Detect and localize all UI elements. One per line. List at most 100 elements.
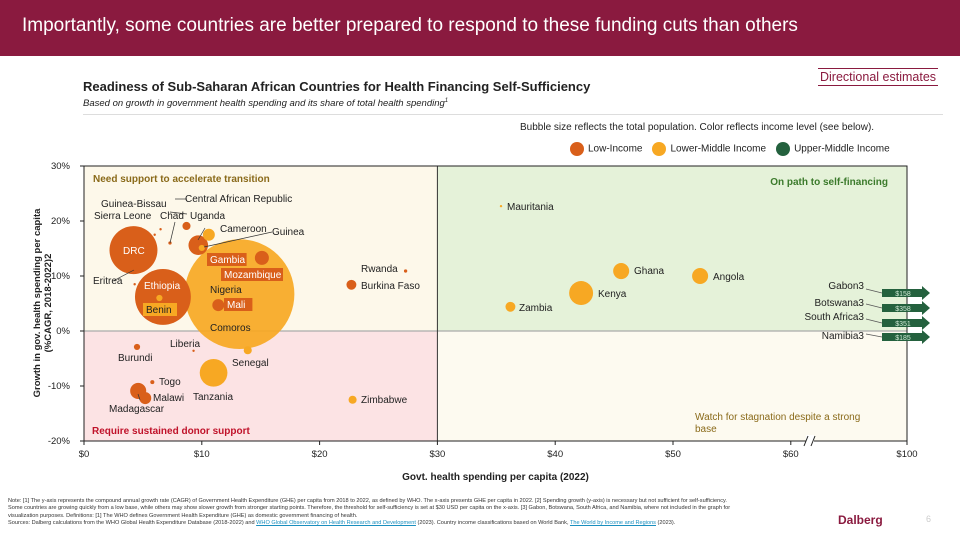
legend-item-low: Low-Income [570, 142, 642, 156]
bubble-nigeria [184, 239, 295, 350]
subtitle-text: Based on growth in government health spe… [83, 98, 445, 110]
off-chart-arrow [882, 330, 930, 344]
x-tick-label: $100 [896, 449, 917, 460]
plot-border [83, 165, 908, 442]
label-nigeria: Nigeria [210, 285, 242, 296]
legend-label: Upper-Middle Income [794, 143, 890, 155]
label-guinea-bissau: Guinea-Bissau [101, 199, 167, 210]
bubble-mozambique [254, 250, 269, 265]
label-drc: DRC [123, 246, 145, 257]
legend-swatch [570, 142, 584, 156]
bubble-zimbabwe [348, 395, 357, 404]
x-tick-label: $50 [665, 449, 681, 460]
label-gambia-box [207, 253, 247, 266]
bubble-angola [692, 267, 709, 285]
page-title: Importantly, some countries are better p… [22, 15, 798, 36]
label-benin: Benin [146, 305, 172, 316]
label-ghana: Ghana [634, 266, 664, 277]
label-central-african-republic: Central African Republic [185, 194, 292, 205]
label-malawi: Malawi [153, 393, 184, 404]
sources-text: Sources: Dalberg calculations from the W… [8, 520, 257, 527]
label-benin-box [143, 303, 177, 316]
label-burkina-faso: Burkina Faso [361, 281, 420, 292]
x-axis-label: Govt. health spending per capita (2022) [402, 472, 589, 483]
bubble-mauritania [499, 204, 503, 208]
who-observatory-link[interactable]: WHO Global Observatory on Health Researc… [256, 520, 416, 527]
leader-line [865, 318, 883, 324]
y-axis-label: Growth in gov. health spending per capit… [32, 208, 54, 398]
bubble-chad [168, 241, 172, 245]
label-rwanda: Rwanda [361, 264, 398, 275]
chart-title: Readiness of Sub-Saharan African Countri… [83, 79, 591, 94]
bubble-senegal [243, 346, 252, 355]
label-uganda: Uganda [190, 211, 225, 222]
note-line: visualization purposes. Definitions: [1]… [8, 512, 358, 519]
legend-label: Lower-Middle Income [670, 143, 767, 155]
quadrant-label-bottom-right-cont: base [695, 424, 717, 435]
off-chart-arrow [882, 301, 930, 315]
bubble-malawi [139, 392, 152, 405]
leader-line [137, 393, 141, 401]
world-bank-link[interactable]: The World by Income and Regions [569, 520, 656, 527]
leader-line [169, 221, 176, 244]
legend: Low-Income Lower-Middle Income Upper-Mid… [570, 142, 890, 156]
label-eritrea: Eritrea [93, 276, 123, 287]
label-burundi: Burundi [118, 353, 152, 364]
y-tick-label: 30% [51, 161, 71, 172]
bubble-burkina-faso [346, 279, 357, 290]
sources-text: (2023). Country income classifications b… [415, 520, 570, 527]
x-tick-label: $60 [783, 449, 799, 460]
leader-line [865, 303, 883, 309]
x-tick-label: $10 [194, 449, 210, 460]
y-tick-label: -10% [48, 381, 71, 392]
directional-estimates-badge: Directional estimates [818, 68, 939, 86]
bubble-eritrea [133, 283, 136, 286]
quadrant-label-top-left: Need support to accelerate transition [93, 174, 270, 185]
axis-break-mark [810, 435, 816, 447]
label-angola: Angola [713, 272, 745, 283]
leader-line [203, 231, 273, 248]
off-chart-value: $351 [895, 321, 911, 328]
bubble-burundi [133, 343, 141, 351]
off-chart-label-botswana: Botswana3 [815, 298, 865, 309]
quadrant-bottom-right [437, 331, 907, 441]
bubble-togo [150, 380, 155, 385]
subtitle-sup: 1 [444, 98, 449, 104]
off-chart-label-namibia: Namibia3 [822, 331, 865, 342]
bubble-mali [212, 299, 225, 312]
quadrant-label-top-right: On path to self-financing [770, 177, 888, 188]
footnotes: Note: [1] The y-axis represents the comp… [8, 498, 908, 528]
x-tick-label: $0 [79, 449, 90, 460]
legend-swatch [652, 142, 667, 156]
bubble-zambia [505, 301, 516, 312]
leader-line [197, 227, 206, 241]
off-chart-arrow [882, 286, 930, 300]
bubble-cameroon [202, 228, 215, 241]
note-line: Some countries are growing quickly from … [8, 505, 731, 512]
y-tick-label: -20% [48, 436, 71, 447]
leader-line [865, 288, 883, 294]
label-mozambique-box [221, 268, 283, 281]
quadrant-label-bottom-right: Watch for stagnation despite a strong [695, 412, 860, 423]
bubble-ghana [613, 263, 630, 280]
chart-subtitle: Based on growth in government health spe… [83, 98, 448, 109]
label-gambia: Gambia [210, 255, 245, 266]
leader-line [169, 211, 188, 215]
x-tick-label: $20 [312, 449, 328, 460]
bubble-liberia [192, 349, 195, 352]
label-kenya: Kenya [598, 289, 627, 300]
label-mozambique: Mozambique [224, 270, 282, 281]
bubble-tanzania [199, 358, 228, 387]
dalberg-logo: Dalberg [838, 513, 883, 527]
label-senegal: Senegal [232, 358, 269, 369]
legend-item-lower-middle: Lower-Middle Income [652, 142, 766, 156]
bubble-rwanda [403, 269, 408, 273]
label-liberia: Liberia [170, 339, 200, 350]
off-chart-label-gabon: Gabon3 [828, 281, 864, 292]
legend-item-upper-middle: Upper-Middle Income [776, 142, 890, 156]
x-tick-label: $40 [547, 449, 563, 460]
label-guinea: Guinea [272, 227, 305, 238]
legend-label: Low-Income [588, 143, 643, 155]
label-tanzania: Tanzania [193, 392, 233, 403]
